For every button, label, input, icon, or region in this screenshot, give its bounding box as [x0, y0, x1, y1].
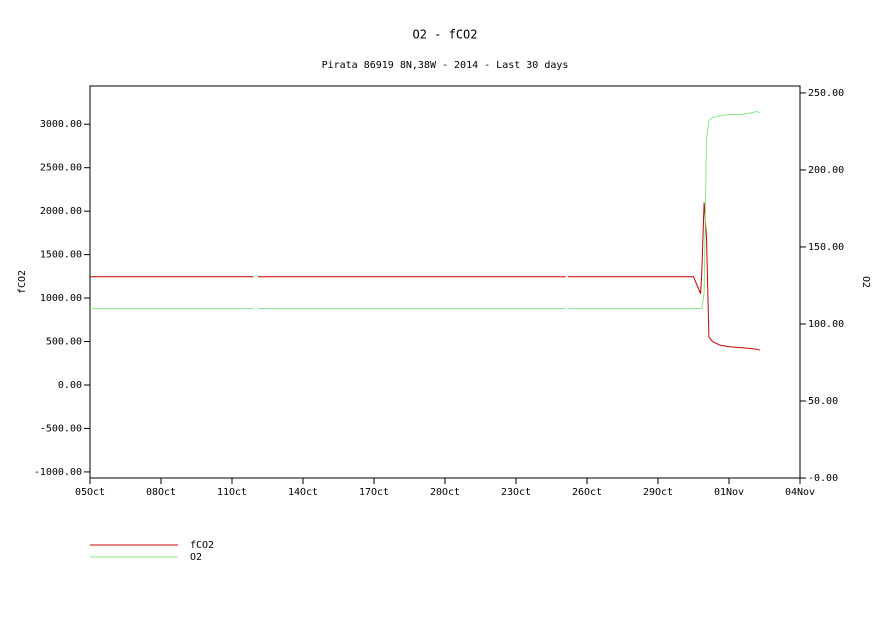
- y2-tick-label: 250.00: [808, 88, 844, 99]
- y-tick-label: 1500.00: [40, 250, 82, 261]
- legend-label: O2: [190, 552, 202, 563]
- series-line: [90, 110, 761, 310]
- chart-title: O2 - fCO2: [412, 28, 477, 42]
- x-tick-label: 14Oct: [288, 487, 318, 498]
- y-tick-label: 1000.00: [40, 293, 82, 304]
- y-tick-label: -500.00: [40, 423, 82, 434]
- y2-axis-label: O2: [860, 276, 871, 288]
- y2-tick-label: 50.00: [808, 396, 838, 407]
- y-axis-label: fCO2: [17, 270, 28, 294]
- x-tick-label: 05Oct: [75, 487, 105, 498]
- x-tick-label: 26Oct: [572, 487, 602, 498]
- x-tick-label: 04Nov: [785, 487, 815, 498]
- x-tick-label: 11Oct: [217, 487, 247, 498]
- y-tick-label: 500.00: [46, 337, 82, 348]
- x-tick-label: 08Oct: [146, 487, 176, 498]
- series-line: [90, 202, 760, 351]
- y2-tick-label: 100.00: [808, 319, 844, 330]
- x-tick-label: 17Oct: [359, 487, 389, 498]
- x-tick-label: 20Oct: [430, 487, 460, 498]
- plot-frame: [89, 85, 801, 479]
- x-tick-label: 23Oct: [501, 487, 531, 498]
- chart-subtitle: Pirata 86919 8N,38W - 2014 - Last 30 day…: [322, 60, 569, 71]
- y-tick-label: 0.00: [58, 380, 82, 391]
- legend-label: fCO2: [190, 540, 214, 551]
- y2-tick-label: 150.00: [808, 242, 844, 253]
- x-tick-label: 29Oct: [643, 487, 673, 498]
- y-tick-label: 2000.00: [40, 206, 82, 217]
- y-tick-label: 3000.00: [40, 119, 82, 130]
- y2-tick-label: -0.00: [808, 473, 838, 484]
- y-tick-label: 2500.00: [40, 163, 82, 174]
- y-tick-label: -1000.00: [34, 467, 82, 478]
- x-tick-label: 01Nov: [714, 487, 744, 498]
- y2-tick-label: 200.00: [808, 165, 844, 176]
